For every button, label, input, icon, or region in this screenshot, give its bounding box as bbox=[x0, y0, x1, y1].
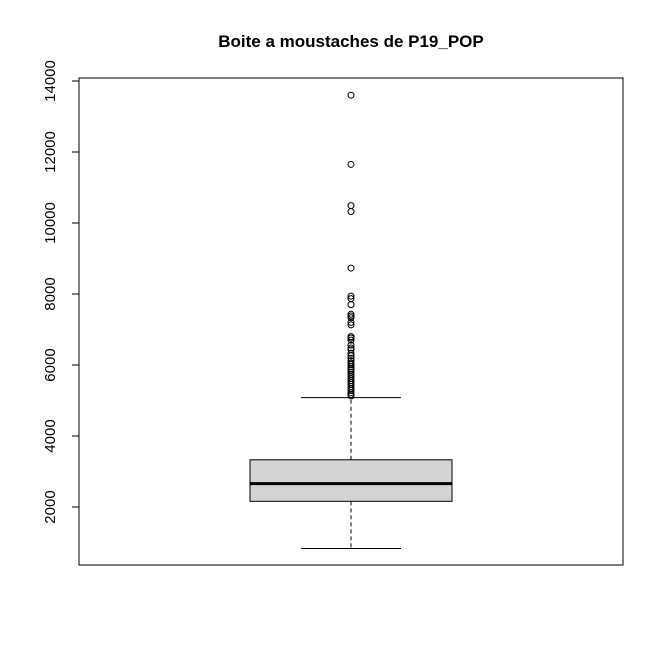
outlier-group bbox=[347, 91, 355, 400]
outlier-point bbox=[347, 361, 355, 369]
outlier-point bbox=[347, 334, 355, 342]
y-tick-label: 12000 bbox=[42, 131, 59, 173]
outlier-point bbox=[347, 301, 355, 309]
outlier-point bbox=[347, 91, 355, 99]
y-axis: 2000 4000 6000 8000 10000 12000 14000 bbox=[42, 60, 80, 524]
y-tick-label: 4000 bbox=[42, 419, 59, 452]
box-group bbox=[249, 397, 453, 550]
outlier-point bbox=[347, 292, 355, 300]
outlier-point bbox=[347, 318, 355, 326]
outlier-point bbox=[347, 314, 355, 322]
y-tick-label: 14000 bbox=[42, 60, 59, 102]
y-tick-label: 10000 bbox=[42, 202, 59, 244]
outlier-point bbox=[347, 349, 355, 357]
outlier-point bbox=[347, 202, 355, 210]
outlier-point bbox=[347, 321, 355, 329]
chart-title: Boite a moustaches de P19_POP bbox=[218, 32, 484, 51]
outlier-point bbox=[347, 208, 355, 216]
outlier-point bbox=[347, 392, 355, 400]
y-tick-label: 6000 bbox=[42, 348, 59, 381]
outlier-point bbox=[347, 336, 355, 344]
outlier-point bbox=[347, 264, 355, 272]
outlier-point bbox=[347, 352, 355, 360]
iqr-box bbox=[249, 459, 453, 502]
outlier-point bbox=[347, 341, 355, 349]
outlier-point bbox=[347, 160, 355, 168]
outlier-point bbox=[347, 387, 355, 395]
y-tick-label: 2000 bbox=[42, 490, 59, 523]
y-tick-label: 8000 bbox=[42, 277, 59, 310]
